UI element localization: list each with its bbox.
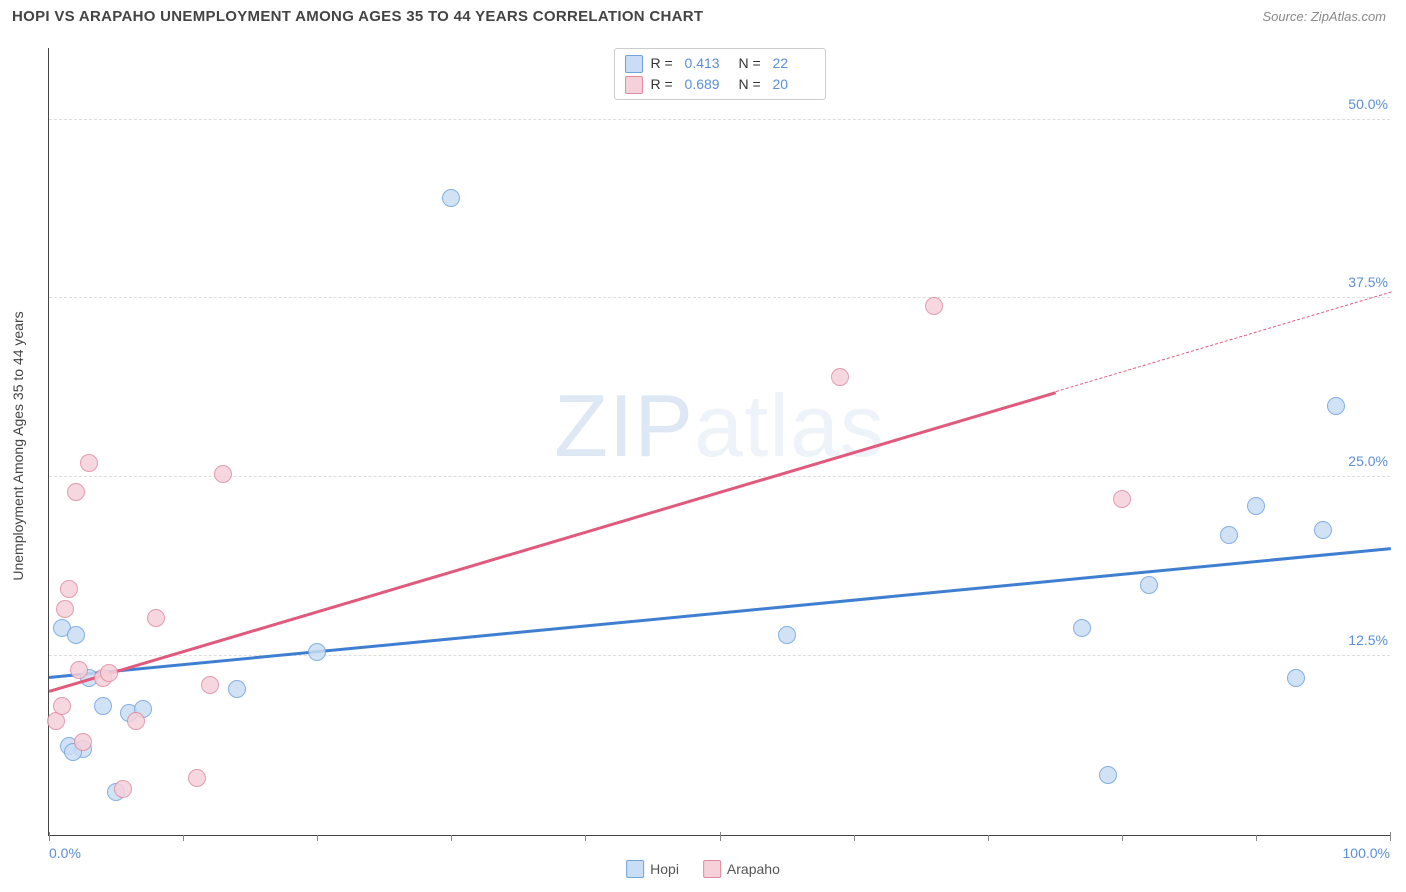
legend-label: Hopi	[650, 861, 679, 877]
data-point	[67, 483, 85, 501]
data-point	[1073, 619, 1091, 637]
legend-swatch	[624, 55, 642, 73]
data-point	[127, 712, 145, 730]
stat-r-value: 0.413	[685, 53, 727, 74]
data-point	[778, 626, 796, 644]
gridline	[49, 119, 1390, 120]
stat-n-label: N =	[735, 53, 765, 74]
stats-legend: R = 0.413 N = 22R = 0.689 N = 20	[613, 48, 825, 100]
stats-legend-row: R = 0.413 N = 22	[624, 53, 814, 74]
data-point	[147, 609, 165, 627]
series-legend: Hopi Arapaho	[626, 860, 780, 878]
watermark: ZIPatlas	[554, 375, 885, 477]
stat-n-value: 22	[773, 53, 815, 74]
trend-line	[1055, 292, 1391, 393]
legend-item: Arapaho	[703, 860, 780, 878]
legend-item: Hopi	[626, 860, 679, 878]
data-point	[1113, 490, 1131, 508]
trend-line	[49, 391, 1056, 692]
data-point	[1327, 397, 1345, 415]
legend-swatch	[626, 860, 644, 878]
chart-title: HOPI VS ARAPAHO UNEMPLOYMENT AMONG AGES …	[12, 8, 703, 25]
y-tick-label: 25.0%	[1344, 453, 1392, 469]
data-point	[100, 664, 118, 682]
x-tick	[1390, 832, 1391, 841]
data-point	[201, 676, 219, 694]
data-point	[188, 769, 206, 787]
data-point	[214, 465, 232, 483]
x-tick	[317, 835, 318, 841]
legend-swatch	[624, 76, 642, 94]
data-point	[442, 189, 460, 207]
x-tick	[183, 835, 184, 841]
x-tick	[988, 835, 989, 841]
stat-r-label: R =	[650, 53, 676, 74]
data-point	[67, 626, 85, 644]
y-tick-label: 37.5%	[1344, 274, 1392, 290]
data-point	[60, 580, 78, 598]
data-point	[94, 697, 112, 715]
data-point	[831, 368, 849, 386]
data-point	[1314, 521, 1332, 539]
data-point	[74, 733, 92, 751]
x-tick	[854, 835, 855, 841]
y-tick-label: 12.5%	[1344, 632, 1392, 648]
stat-r-value: 0.689	[685, 74, 727, 95]
x-tick-label: 100.0%	[1343, 845, 1390, 861]
data-point	[56, 600, 74, 618]
x-tick	[585, 835, 586, 841]
data-point	[1247, 497, 1265, 515]
stat-r-label: R =	[650, 74, 676, 95]
stat-n-value: 20	[773, 74, 815, 95]
data-point	[1287, 669, 1305, 687]
x-tick	[1122, 835, 1123, 841]
scatter-plot-area: ZIPatlas R = 0.413 N = 22R = 0.689 N = 2…	[48, 48, 1390, 836]
x-tick	[49, 832, 50, 841]
stat-n-label: N =	[735, 74, 765, 95]
gridline	[49, 476, 1390, 477]
data-point	[80, 454, 98, 472]
legend-label: Arapaho	[727, 861, 780, 877]
data-point	[53, 697, 71, 715]
x-tick	[1256, 835, 1257, 841]
stats-legend-row: R = 0.689 N = 20	[624, 74, 814, 95]
data-point	[1140, 576, 1158, 594]
data-point	[70, 661, 88, 679]
y-tick-label: 50.0%	[1344, 96, 1392, 112]
trend-line	[49, 547, 1391, 678]
data-point	[228, 680, 246, 698]
y-axis-label: Unemployment Among Ages 35 to 44 years	[10, 311, 26, 580]
data-point	[1099, 766, 1117, 784]
data-point	[1220, 526, 1238, 544]
data-point	[925, 297, 943, 315]
data-point	[308, 643, 326, 661]
chart-header: HOPI VS ARAPAHO UNEMPLOYMENT AMONG AGES …	[0, 0, 1406, 29]
x-tick	[451, 835, 452, 841]
legend-swatch	[703, 860, 721, 878]
x-tick-label: 0.0%	[49, 845, 81, 861]
data-point	[114, 780, 132, 798]
x-tick	[720, 832, 721, 841]
gridline	[49, 297, 1390, 298]
chart-source: Source: ZipAtlas.com	[1262, 9, 1386, 24]
